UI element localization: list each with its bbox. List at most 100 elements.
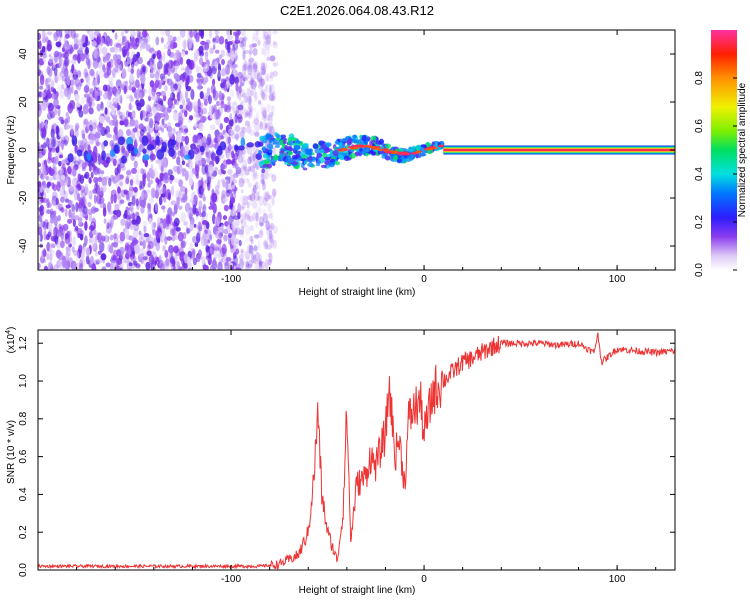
spectrogram-noise-cell	[198, 200, 203, 210]
spectrogram-noise-cell	[70, 127, 74, 136]
spectrogram-noise-cell	[80, 38, 85, 44]
spectrogram-noise-cell	[122, 35, 127, 43]
spectrogram-noise-cell	[48, 168, 55, 177]
colorbar: 0.0 0.2 0.4 0.6 0.8 Normalized spectral ampl…	[694, 30, 748, 277]
spectrogram-noise-cell	[189, 242, 193, 252]
spectrogram-noise-cell	[103, 72, 110, 79]
spectrogram-noise-cell	[251, 119, 255, 128]
spectrogram-noise-cell	[150, 187, 156, 199]
spectrogram-noise-cell	[59, 70, 66, 78]
spectrogram-noise-cell	[212, 44, 216, 50]
spectrogram-noise-cell	[234, 76, 239, 85]
spectrogram-noise-cell	[238, 229, 244, 236]
spectrogram-noise-cell	[202, 203, 207, 214]
spectrogram-noise-cell	[42, 197, 48, 204]
spectrogram-noise-cell	[111, 30, 115, 33]
colorbar-tick-label: 0.8	[694, 71, 705, 85]
figure-title: C2E1.2026.064.08.43.R12	[280, 3, 434, 18]
spectrogram-noise-cell	[200, 157, 206, 167]
spectrogram-noise-cell	[178, 179, 183, 188]
spectrogram-noise-cell	[75, 101, 81, 108]
spectrogram-noise-cell	[167, 34, 174, 43]
spectrogram-noise-cell	[199, 145, 205, 153]
spectrogram-noise-cell	[246, 63, 251, 70]
spectrogram-noise-cell	[245, 209, 251, 217]
spectrogram-noise-cell	[171, 260, 176, 267]
spectrogram-noise-cell	[77, 53, 81, 64]
spectrogram-noise-cell	[223, 204, 229, 212]
spectrogram-noise-cell	[211, 192, 218, 203]
spectrogram-noise-cell	[262, 35, 268, 40]
spectrogram-noise-cell	[58, 203, 64, 211]
spectrogram-peak-cell	[384, 151, 393, 154]
spectrogram-noise-cell	[258, 195, 265, 207]
spectrogram-noise-cell	[112, 158, 117, 167]
spectrogram-noise-cell	[219, 123, 224, 131]
spectrogram-noise-cell	[97, 58, 103, 69]
spectrogram-noise-cell	[111, 105, 116, 116]
spectrogram-noise-cell	[252, 212, 258, 221]
spectrogram-noise-cell	[110, 254, 117, 261]
spectrogram-noise-cell	[90, 206, 97, 214]
spectrogram-noise-cell	[178, 163, 183, 175]
spectrogram-noise-cell	[253, 81, 258, 88]
spectrogram-noise-cell	[79, 174, 85, 185]
spectrogram-noise-cell	[163, 174, 170, 184]
spectrogram-noise-cell	[242, 249, 247, 256]
spectrogram-noise-cell	[55, 125, 60, 135]
spectrogram-transition-cell	[265, 132, 272, 139]
spectrogram-noise-cell	[159, 172, 164, 182]
spectrogram-noise-cell	[173, 204, 178, 215]
spectrogram-noise-cell	[251, 187, 256, 196]
spectrogram-noise-cell	[243, 59, 248, 71]
spectrogram-noise-cell	[254, 69, 260, 80]
spectrogram-noise-cell	[177, 231, 184, 242]
spectrogram-noise-cell	[261, 47, 265, 56]
spectrogram-noise-cell	[66, 75, 71, 87]
spectrogram-noise-cell	[142, 240, 146, 250]
y-tick-label: 0.8	[18, 411, 29, 425]
spectrogram-noise-cell	[110, 216, 114, 227]
spectrogram-noise-cell	[224, 38, 228, 45]
spectrogram-noise-cell	[244, 59, 249, 68]
spectrogram-noise-cell	[241, 172, 245, 177]
spectrogram-transition-cell	[261, 146, 267, 152]
spectrogram-noise-cell	[232, 215, 239, 221]
spectrogram-noise-cell	[235, 169, 242, 177]
spectrogram-noise-cell	[265, 83, 270, 90]
spectrogram-noise-cell	[44, 36, 49, 43]
spectrogram-noise-cell	[248, 200, 253, 207]
spectrogram-noise-cell	[161, 231, 167, 242]
spectrogram-noise-cell	[200, 235, 207, 247]
spectrogram-noise-cell	[184, 135, 189, 145]
spectrogram-noise-cell	[255, 72, 259, 78]
spectrogram-noise-cell	[252, 36, 259, 42]
spectrogram-noise-cell	[205, 156, 211, 164]
spectrogram-noise-cell	[148, 120, 155, 127]
spectrogram-noise-cell	[38, 162, 42, 168]
spectrogram-noise-cell	[258, 260, 263, 268]
snr-series-line	[38, 332, 675, 570]
svg-text:(x104): (x104)	[5, 327, 17, 354]
spectrogram-noise-cell	[89, 134, 95, 145]
spectrogram-noise-cell	[179, 185, 186, 192]
spectrogram-noise-cell	[99, 186, 104, 196]
spectrogram-noise-cell	[247, 194, 253, 201]
colorbar-tick-label: 0.2	[694, 215, 705, 229]
spectrogram-noise-cell	[264, 89, 271, 99]
spectrogram-noise-cell	[254, 264, 261, 270]
spectrogram-transition-cell	[334, 161, 340, 166]
spectrogram-noise-cell	[126, 249, 132, 255]
spectrogram-noise-cell	[233, 162, 238, 167]
spectrogram-noise-cell	[94, 90, 98, 102]
spectrogram-noise-cell	[86, 247, 91, 257]
spectrogram-noise-cell	[136, 215, 140, 224]
spectrogram-noise-cell	[102, 64, 106, 73]
spectrogram-noise-cell	[257, 180, 262, 188]
spectrogram-noise-cell	[175, 36, 182, 43]
spectrogram-noise-cell	[147, 202, 151, 210]
spectrogram-noise-cell	[228, 180, 233, 192]
spectrogram-noise-cell	[107, 201, 112, 213]
spectrogram-noise-cell	[234, 124, 241, 133]
